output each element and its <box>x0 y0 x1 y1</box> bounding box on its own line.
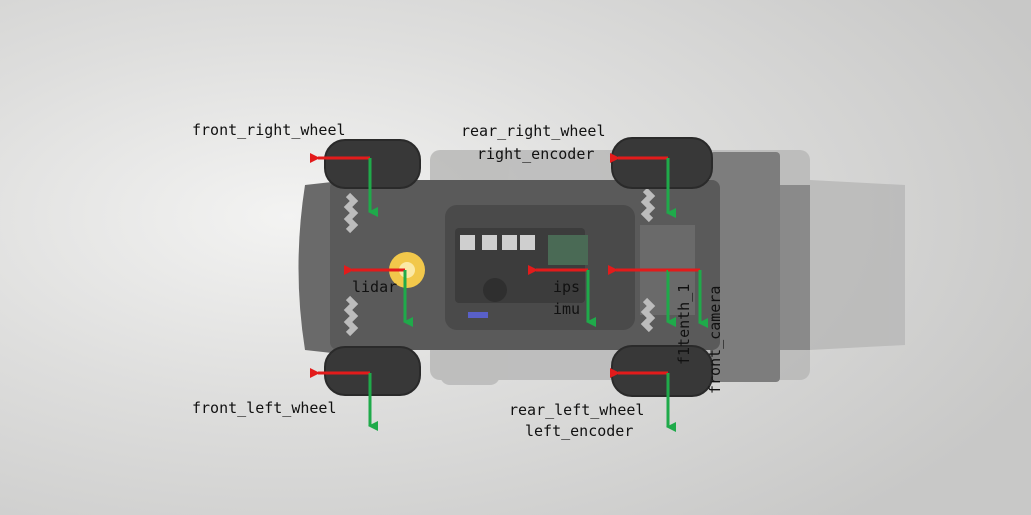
label-front-left-wheel: front_left_wheel <box>192 399 337 417</box>
label-front-right-wheel: front_right_wheel <box>192 121 346 139</box>
frame-axes <box>310 153 708 432</box>
label-front-camera: front_camera <box>706 285 724 394</box>
chassis <box>330 180 720 350</box>
tires <box>324 137 713 397</box>
label-right-encoder: right_encoder <box>477 145 595 163</box>
tire-front-right <box>324 139 421 189</box>
label-rear-left-wheel: rear_left_wheel <box>509 401 645 419</box>
suspension-springs <box>343 187 656 337</box>
label-ips: ips <box>553 278 581 296</box>
label-left-encoder: left_encoder <box>525 422 634 440</box>
label-rear-right-wheel: rear_right_wheel <box>461 122 606 140</box>
tire-rear-right <box>611 137 713 189</box>
label-lidar: lidar <box>352 278 398 296</box>
tire-front-left <box>324 346 421 396</box>
label-imu: imu <box>553 300 581 318</box>
rear-wing <box>710 152 810 382</box>
label-f1tenth-1: f1tenth_1 <box>675 283 693 365</box>
